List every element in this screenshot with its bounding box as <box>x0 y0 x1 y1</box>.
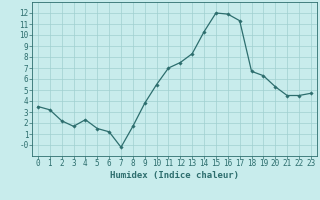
X-axis label: Humidex (Indice chaleur): Humidex (Indice chaleur) <box>110 171 239 180</box>
